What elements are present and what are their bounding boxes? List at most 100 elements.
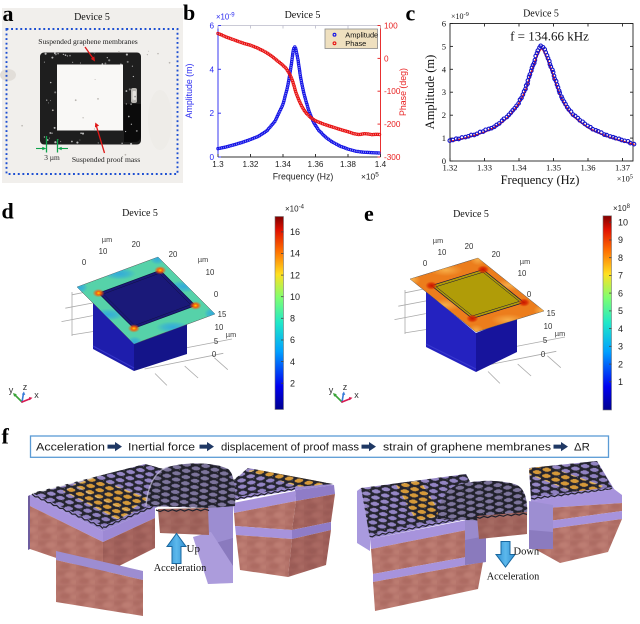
svg-text:z: z bbox=[343, 382, 348, 392]
svg-text:3 µm: 3 µm bbox=[44, 153, 60, 162]
svg-text:µm: µm bbox=[198, 255, 208, 264]
svg-text:a: a bbox=[3, 1, 14, 26]
svg-text:0: 0 bbox=[82, 258, 87, 267]
svg-text:1.36: 1.36 bbox=[308, 160, 324, 169]
svg-text:0: 0 bbox=[423, 259, 428, 268]
svg-text:Acceleration: Acceleration bbox=[154, 563, 207, 574]
svg-text:8: 8 bbox=[290, 314, 295, 324]
svg-text:4: 4 bbox=[618, 324, 623, 334]
svg-text:y: y bbox=[329, 385, 334, 395]
svg-text:z: z bbox=[23, 382, 28, 392]
svg-text:f = 134.66 kHz: f = 134.66 kHz bbox=[510, 29, 589, 44]
svg-text:1.34: 1.34 bbox=[275, 160, 291, 169]
svg-text:15: 15 bbox=[218, 310, 227, 319]
svg-text:d: d bbox=[2, 199, 14, 224]
svg-text:5: 5 bbox=[543, 336, 548, 345]
svg-text:9: 9 bbox=[618, 235, 623, 245]
svg-text:1.32: 1.32 bbox=[243, 160, 259, 169]
svg-text:14: 14 bbox=[290, 249, 300, 259]
svg-text:×105: ×105 bbox=[361, 172, 379, 182]
svg-text:x: x bbox=[354, 390, 359, 400]
svg-text:20: 20 bbox=[169, 250, 178, 259]
svg-text:8: 8 bbox=[618, 253, 623, 263]
svg-text:0: 0 bbox=[214, 290, 219, 299]
svg-text:e: e bbox=[364, 201, 374, 226]
svg-text:1.35: 1.35 bbox=[546, 163, 561, 173]
svg-text:6: 6 bbox=[290, 335, 295, 345]
svg-text:0: 0 bbox=[212, 350, 217, 359]
svg-text:1: 1 bbox=[618, 377, 623, 387]
svg-text:µm: µm bbox=[555, 329, 565, 338]
svg-text:Suspended graphene membranes: Suspended graphene membranes bbox=[38, 37, 138, 46]
svg-text:3: 3 bbox=[442, 87, 446, 97]
svg-text:2: 2 bbox=[442, 110, 446, 120]
svg-text:4: 4 bbox=[442, 64, 447, 74]
svg-text:5: 5 bbox=[214, 337, 219, 346]
svg-text:1.38: 1.38 bbox=[340, 160, 356, 169]
svg-text:×10-4: ×10-4 bbox=[285, 205, 305, 214]
svg-text:1.36: 1.36 bbox=[580, 163, 596, 173]
svg-text:6: 6 bbox=[209, 22, 214, 31]
svg-text:6: 6 bbox=[442, 19, 447, 29]
svg-text:10: 10 bbox=[518, 269, 527, 278]
svg-text:0: 0 bbox=[527, 290, 532, 299]
svg-text:1: 1 bbox=[442, 133, 446, 143]
svg-text:-100: -100 bbox=[384, 87, 401, 96]
svg-text:20: 20 bbox=[492, 250, 501, 259]
svg-text:Device 5: Device 5 bbox=[122, 208, 158, 219]
svg-text:c: c bbox=[406, 1, 416, 26]
svg-text:Amplitude (m): Amplitude (m) bbox=[184, 64, 194, 119]
svg-text:µm: µm bbox=[433, 236, 443, 245]
svg-text:µm: µm bbox=[520, 257, 530, 266]
svg-text:strain of graphene membranes: strain of graphene membranes bbox=[383, 441, 551, 453]
svg-text:12: 12 bbox=[290, 270, 300, 280]
svg-text:-300: -300 bbox=[384, 153, 401, 162]
svg-text:1.34: 1.34 bbox=[511, 163, 527, 173]
svg-text:0: 0 bbox=[442, 156, 446, 166]
svg-text:1.32: 1.32 bbox=[442, 163, 457, 173]
svg-text:4: 4 bbox=[209, 65, 214, 74]
svg-text:20: 20 bbox=[465, 242, 474, 251]
svg-text:7: 7 bbox=[618, 271, 623, 281]
svg-text:×108: ×108 bbox=[613, 204, 631, 213]
svg-text:2: 2 bbox=[209, 109, 214, 118]
svg-text:10: 10 bbox=[618, 217, 628, 227]
svg-text:Device 5: Device 5 bbox=[285, 10, 321, 21]
svg-text:Acceleration: Acceleration bbox=[36, 441, 105, 453]
svg-text:0: 0 bbox=[209, 153, 214, 162]
svg-text:ΔR: ΔR bbox=[574, 441, 590, 453]
svg-text:1.33: 1.33 bbox=[477, 163, 492, 173]
svg-text:Inertial force: Inertial force bbox=[128, 441, 195, 453]
svg-text:Phase: Phase bbox=[345, 39, 366, 48]
svg-text:-200: -200 bbox=[384, 120, 401, 129]
svg-text:Up: Up bbox=[187, 543, 201, 555]
svg-text:1.37: 1.37 bbox=[615, 163, 631, 173]
svg-text:10: 10 bbox=[544, 322, 553, 331]
svg-text:µm: µm bbox=[102, 235, 112, 244]
svg-text:10: 10 bbox=[215, 323, 224, 332]
svg-text:Device 5: Device 5 bbox=[523, 9, 559, 20]
svg-text:2: 2 bbox=[290, 378, 295, 388]
svg-text:displacement of proof mass: displacement of proof mass bbox=[221, 441, 359, 453]
svg-text:f: f bbox=[2, 424, 10, 449]
svg-text:10: 10 bbox=[206, 268, 215, 277]
svg-text:Frequency (Hz): Frequency (Hz) bbox=[273, 172, 334, 182]
svg-text:20: 20 bbox=[132, 240, 141, 249]
svg-text:Down: Down bbox=[514, 547, 540, 558]
svg-text:Amplitude (m): Amplitude (m) bbox=[423, 55, 437, 130]
svg-text:15: 15 bbox=[547, 309, 556, 318]
svg-text:2: 2 bbox=[618, 359, 623, 369]
svg-text:b: b bbox=[183, 0, 195, 25]
svg-text:Device 5: Device 5 bbox=[453, 209, 489, 220]
svg-text:Device 5: Device 5 bbox=[74, 12, 110, 23]
svg-text:x: x bbox=[34, 390, 39, 400]
svg-text:4: 4 bbox=[290, 357, 295, 367]
svg-text:Amplitude: Amplitude bbox=[345, 30, 378, 39]
svg-text:10: 10 bbox=[438, 248, 447, 257]
svg-text:5: 5 bbox=[618, 306, 623, 316]
svg-text:1.4: 1.4 bbox=[375, 160, 387, 169]
svg-text:5: 5 bbox=[442, 41, 446, 51]
svg-text:3: 3 bbox=[618, 342, 623, 352]
svg-text:y: y bbox=[9, 385, 14, 395]
svg-text:Suspended proof mass: Suspended proof mass bbox=[72, 155, 140, 164]
